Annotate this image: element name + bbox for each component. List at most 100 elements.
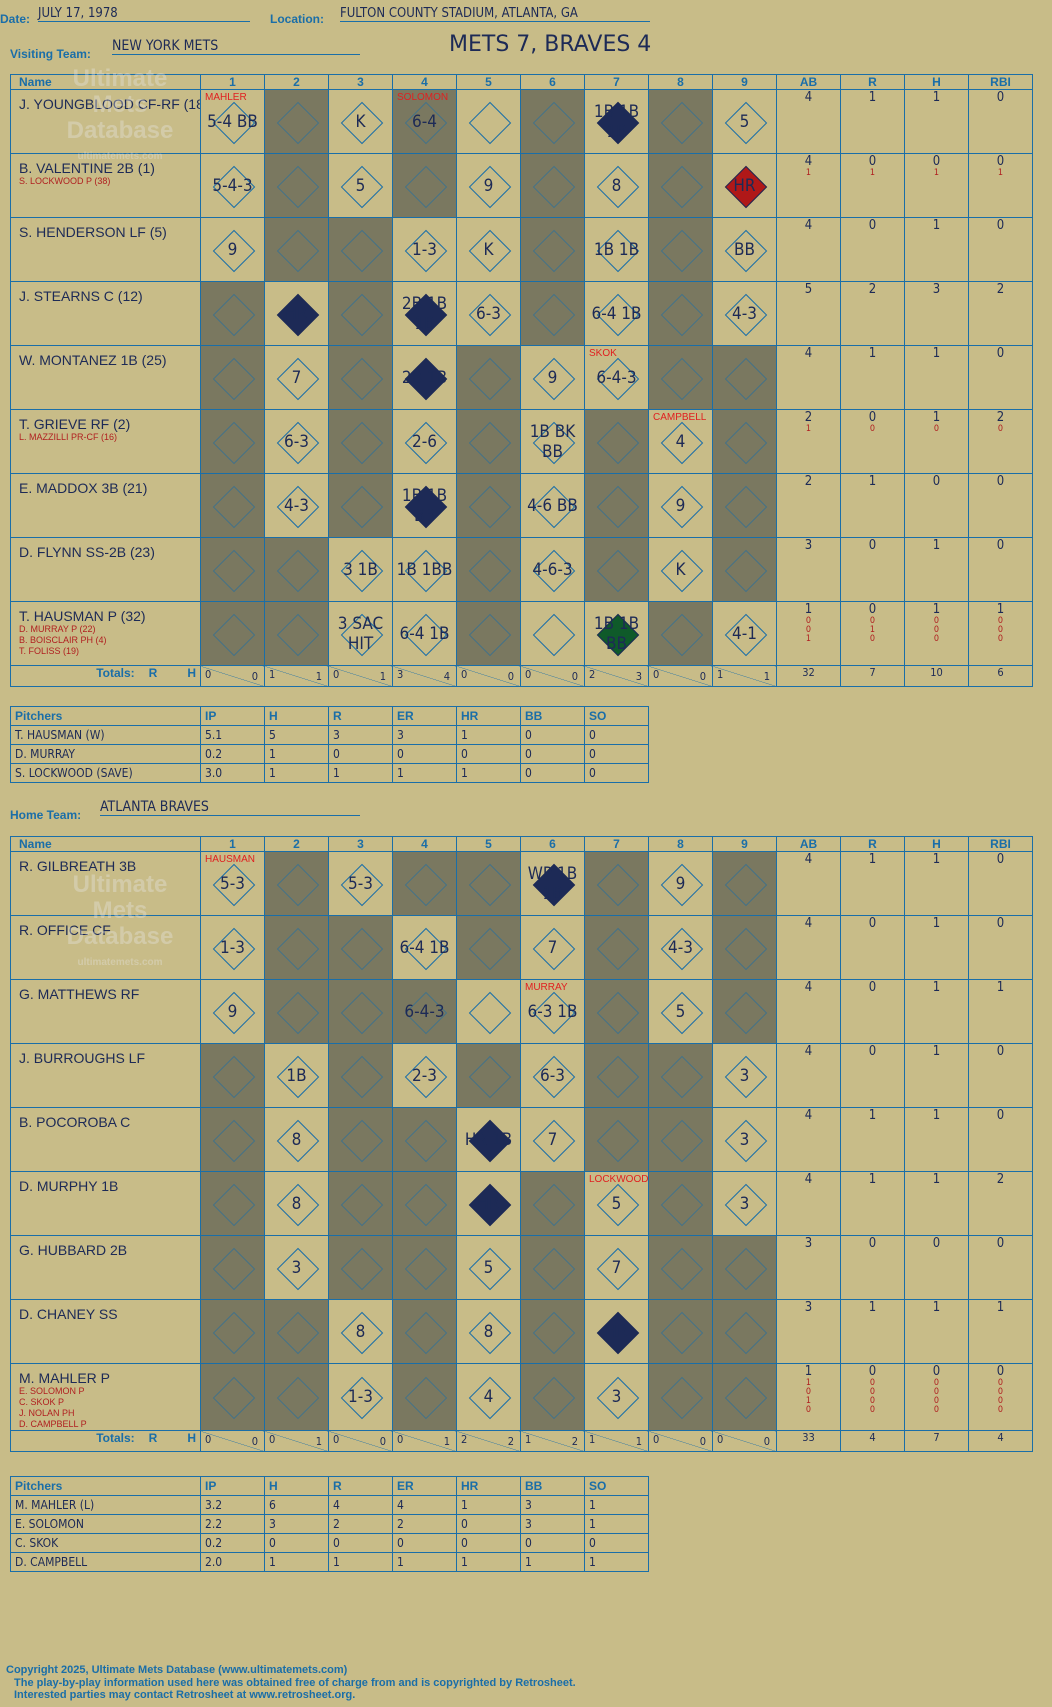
inning-cell[interactable] <box>392 1235 457 1300</box>
inning-cell[interactable] <box>200 409 265 474</box>
inning-cell[interactable] <box>456 473 521 538</box>
inning-cell[interactable] <box>648 1171 713 1236</box>
inning-cell[interactable] <box>456 1043 521 1108</box>
inning-cell[interactable] <box>328 217 393 282</box>
inning-cell[interactable]: 3 <box>712 1043 777 1108</box>
inning-cell[interactable]: 3 <box>264 1235 329 1300</box>
inning-cell[interactable] <box>520 601 585 666</box>
inning-cell[interactable]: 9 <box>648 851 713 916</box>
inning-cell[interactable] <box>648 601 713 666</box>
inning-cell[interactable] <box>328 345 393 410</box>
inning-cell[interactable]: WP 1B 1B <box>520 851 585 916</box>
inning-cell[interactable]: HR <box>584 1299 649 1364</box>
inning-cell[interactable] <box>648 1043 713 1108</box>
inning-cell[interactable] <box>584 851 649 916</box>
inning-cell[interactable] <box>584 473 649 538</box>
inning-cell[interactable]: 5 <box>328 153 393 218</box>
inning-cell[interactable] <box>648 1299 713 1364</box>
inning-cell[interactable]: 6-4 1B <box>392 915 457 980</box>
inning-cell[interactable] <box>392 1107 457 1172</box>
inning-cell[interactable] <box>328 1235 393 1300</box>
inning-cell[interactable] <box>584 1107 649 1172</box>
inning-cell[interactable] <box>200 1299 265 1364</box>
inning-cell[interactable]: 4-1 <box>712 601 777 666</box>
inning-cell[interactable] <box>648 281 713 346</box>
inning-cell[interactable]: 6-3 <box>456 281 521 346</box>
inning-cell[interactable]: 5-4-3 <box>200 153 265 218</box>
inning-cell[interactable]: HR 1B <box>456 1107 521 1172</box>
inning-cell[interactable] <box>264 915 329 980</box>
inning-cell[interactable] <box>328 1107 393 1172</box>
inning-cell[interactable]: 1B <box>264 1043 329 1108</box>
inning-cell[interactable] <box>328 473 393 538</box>
inning-cell[interactable] <box>712 537 777 602</box>
inning-cell[interactable]: 8 <box>328 1299 393 1364</box>
inning-cell[interactable]: 1B 1B BB <box>392 473 457 538</box>
inning-cell[interactable]: 3 1B <box>328 537 393 602</box>
inning-cell[interactable]: 1B 1B 1B <box>584 89 649 154</box>
inning-cell[interactable]: 2B 1B <box>392 345 457 410</box>
inning-cell[interactable] <box>200 1107 265 1172</box>
inning-cell[interactable] <box>712 1299 777 1364</box>
inning-cell[interactable] <box>520 89 585 154</box>
inning-cell[interactable]: 2-3 <box>392 1043 457 1108</box>
inning-cell[interactable] <box>328 1171 393 1236</box>
inning-cell[interactable]: 4-6-3 <box>520 537 585 602</box>
inning-cell[interactable] <box>392 1171 457 1236</box>
inning-cell[interactable] <box>328 281 393 346</box>
inning-cell[interactable]: K <box>456 217 521 282</box>
inning-cell[interactable] <box>264 89 329 154</box>
inning-cell[interactable] <box>392 1299 457 1364</box>
inning-cell[interactable]: 7 <box>264 345 329 410</box>
inning-cell[interactable]: 1B BK BB <box>520 409 585 474</box>
inning-cell[interactable]: 4 <box>456 1363 521 1431</box>
inning-cell[interactable]: 6-4 1B <box>584 281 649 346</box>
inning-cell[interactable]: 4-3 <box>264 473 329 538</box>
inning-cell[interactable]: 2B 1B 1B <box>392 281 457 346</box>
inning-cell[interactable]: 6-3 <box>264 409 329 474</box>
inning-cell[interactable] <box>200 1171 265 1236</box>
inning-cell[interactable] <box>648 1363 713 1431</box>
inning-cell[interactable] <box>328 915 393 980</box>
inning-cell[interactable] <box>456 601 521 666</box>
inning-cell[interactable] <box>584 915 649 980</box>
inning-cell[interactable]: 5 <box>648 979 713 1044</box>
inning-cell[interactable]: 7 <box>520 1107 585 1172</box>
inning-cell[interactable] <box>200 537 265 602</box>
inning-cell[interactable] <box>712 409 777 474</box>
inning-cell[interactable] <box>520 1235 585 1300</box>
inning-cell[interactable] <box>264 537 329 602</box>
inning-cell[interactable] <box>264 601 329 666</box>
inning-cell[interactable] <box>264 217 329 282</box>
inning-cell[interactable]: 5 LOCKWOOD <box>584 1171 649 1236</box>
inning-cell[interactable]: 8 <box>584 153 649 218</box>
inning-cell[interactable] <box>456 89 521 154</box>
inning-cell[interactable]: 7 <box>584 1235 649 1300</box>
inning-cell[interactable] <box>520 1171 585 1236</box>
inning-cell[interactable]: 6-4-3 SKOK <box>584 345 649 410</box>
inning-cell[interactable] <box>712 1363 777 1431</box>
inning-cell[interactable] <box>200 1235 265 1300</box>
inning-cell[interactable] <box>520 217 585 282</box>
inning-cell[interactable] <box>200 1043 265 1108</box>
inning-cell[interactable] <box>200 473 265 538</box>
inning-cell[interactable] <box>328 409 393 474</box>
inning-cell[interactable]: 3 <box>584 1363 649 1431</box>
inning-cell[interactable]: 8 <box>264 1171 329 1236</box>
inning-cell[interactable] <box>456 979 521 1044</box>
inning-cell[interactable] <box>648 345 713 410</box>
inning-cell[interactable]: 8 <box>264 1107 329 1172</box>
inning-cell[interactable] <box>456 345 521 410</box>
inning-cell[interactable]: 4-3 <box>648 915 713 980</box>
inning-cell[interactable] <box>648 1107 713 1172</box>
inning-cell[interactable]: 3 <box>712 1171 777 1236</box>
inning-cell[interactable]: K <box>328 89 393 154</box>
inning-cell[interactable] <box>456 915 521 980</box>
inning-cell[interactable]: 1B 1B <box>584 217 649 282</box>
inning-cell[interactable] <box>264 979 329 1044</box>
inning-cell[interactable] <box>648 1235 713 1300</box>
inning-cell[interactable] <box>200 1363 265 1431</box>
inning-cell[interactable] <box>712 915 777 980</box>
inning-cell[interactable] <box>200 345 265 410</box>
inning-cell[interactable] <box>264 1299 329 1364</box>
